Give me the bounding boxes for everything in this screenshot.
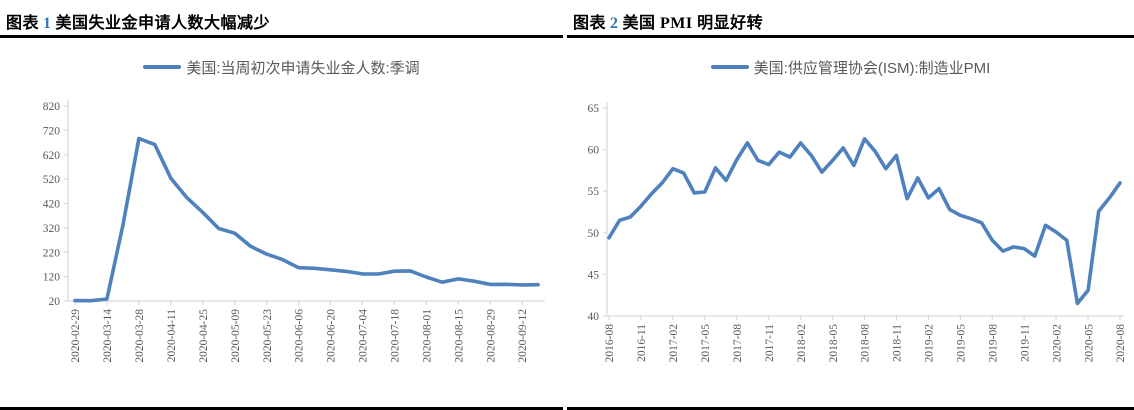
legend-line-marker — [143, 65, 182, 69]
figure-1-number: 1 — [43, 15, 52, 32]
svg-text:2020-08-01: 2020-08-01 — [421, 309, 433, 363]
svg-text:220: 220 — [43, 247, 61, 259]
svg-text:60: 60 — [588, 145, 600, 157]
figure-2-caption: 美国 PMI 明显好转 — [622, 15, 764, 32]
svg-text:120: 120 — [43, 272, 61, 284]
svg-text:420: 420 — [43, 199, 61, 211]
svg-text:45: 45 — [588, 269, 600, 281]
svg-text:2017-11: 2017-11 — [764, 324, 776, 362]
svg-text:620: 620 — [43, 150, 61, 162]
svg-text:2019-11: 2019-11 — [1019, 324, 1031, 362]
figure-1-legend: 美国:当周初次申请失业金人数:季调 — [0, 56, 563, 78]
svg-text:2020-04-25: 2020-04-25 — [198, 309, 210, 363]
svg-text:2020-06-06: 2020-06-06 — [294, 309, 306, 363]
svg-text:2020-05-09: 2020-05-09 — [230, 309, 242, 363]
figure-2-chart-area: 美国:供应管理协会(ISM):制造业PMI 40 45 50 55 60 65 2016-0… — [567, 56, 1134, 410]
svg-text:2020-08-29: 2020-08-29 — [485, 309, 497, 363]
svg-text:2020-02: 2020-02 — [1051, 324, 1063, 363]
svg-text:2019-08: 2019-08 — [987, 324, 999, 363]
svg-text:40: 40 — [588, 311, 600, 323]
svg-text:2017-02: 2017-02 — [668, 324, 680, 363]
svg-text:320: 320 — [43, 223, 61, 235]
figure-2-label: 图表 — [573, 15, 607, 32]
svg-text:820: 820 — [43, 101, 61, 113]
figure-2-legend-label: 美国:供应管理协会(ISM):制造业PMI — [753, 59, 991, 77]
svg-text:2020-04-11: 2020-04-11 — [166, 309, 178, 362]
svg-text:2020-05: 2020-05 — [1083, 324, 1095, 363]
svg-text:2020-05-23: 2020-05-23 — [262, 309, 274, 363]
figure-2-number: 2 — [610, 15, 619, 32]
figure-1-chart-area: 美国:当周初次申请失业金人数:季调 20 120 220 320 420 520 620 72… — [0, 56, 563, 410]
svg-text:55: 55 — [588, 186, 600, 198]
svg-text:2017-05: 2017-05 — [700, 324, 712, 363]
svg-text:2020-07-04: 2020-07-04 — [358, 309, 370, 363]
figure-1-title: 图表 1 美国失业金申请人数大幅减少 — [0, 0, 563, 38]
svg-text:2016-11: 2016-11 — [636, 324, 648, 362]
legend-line-marker — [710, 65, 749, 69]
svg-text:2020-03-28: 2020-03-28 — [134, 309, 146, 363]
svg-text:2020-03-14: 2020-03-14 — [102, 309, 114, 363]
svg-text:2020-07-18: 2020-07-18 — [390, 309, 402, 363]
svg-text:2020-09-12: 2020-09-12 — [517, 309, 529, 363]
figure-1-label: 图表 — [6, 15, 40, 32]
svg-text:2018-08: 2018-08 — [860, 324, 872, 363]
svg-text:2019-02: 2019-02 — [924, 324, 936, 363]
figure-2-legend: 美国:供应管理协会(ISM):制造业PMI — [567, 56, 1134, 78]
svg-text:65: 65 — [588, 103, 600, 115]
svg-text:50: 50 — [588, 228, 600, 240]
svg-text:2019-05: 2019-05 — [956, 324, 968, 363]
jobless-claims-line-chart: 20 120 220 320 420 520 620 720 820 2020-02-29 2020… — [43, 100, 545, 363]
figure-1-jobless-claims: 图表 1 美国失业金申请人数大幅减少 美国:当周初次申请失业金人数:季调 20 120… — [0, 0, 563, 410]
svg-text:2018-05: 2018-05 — [828, 324, 840, 363]
svg-text:2017-08: 2017-08 — [732, 324, 744, 363]
figure-2-ism-pmi: 图表 2 美国 PMI 明显好转 美国:供应管理协会(ISM):制造业PMI 40 4… — [567, 0, 1134, 410]
figure-1-caption: 美国失业金申请人数大幅减少 — [55, 15, 271, 32]
figure-1-legend-label: 美国:当周初次申请失业金人数:季调 — [186, 59, 420, 77]
figure-2-title: 图表 2 美国 PMI 明显好转 — [567, 0, 1134, 38]
svg-text:720: 720 — [43, 125, 61, 137]
svg-text:2018-11: 2018-11 — [892, 324, 904, 362]
svg-text:2020-08: 2020-08 — [1115, 324, 1127, 363]
svg-text:520: 520 — [43, 174, 61, 186]
svg-text:2018-02: 2018-02 — [796, 324, 808, 363]
svg-text:2020-02-29: 2020-02-29 — [70, 309, 82, 363]
svg-text:20: 20 — [49, 296, 61, 308]
svg-text:2016-08: 2016-08 — [604, 324, 616, 363]
ism-pmi-line-chart: 40 45 50 55 60 65 2016-08 2016-11 2017-02 2017-05… — [588, 102, 1127, 363]
svg-text:2020-06-20: 2020-06-20 — [326, 309, 338, 363]
svg-text:2020-08-15: 2020-08-15 — [453, 309, 465, 363]
